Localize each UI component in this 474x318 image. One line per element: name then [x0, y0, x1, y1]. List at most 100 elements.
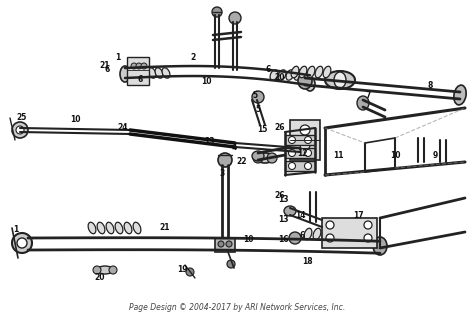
Text: 22: 22 — [237, 157, 247, 167]
Ellipse shape — [373, 237, 387, 255]
Circle shape — [229, 12, 241, 24]
Circle shape — [12, 122, 28, 138]
Text: 12: 12 — [297, 149, 307, 157]
Ellipse shape — [325, 71, 355, 89]
Circle shape — [300, 140, 310, 150]
Ellipse shape — [340, 228, 348, 240]
Circle shape — [300, 125, 310, 135]
Text: 13: 13 — [278, 216, 288, 225]
Ellipse shape — [133, 222, 141, 234]
Circle shape — [12, 233, 32, 253]
Circle shape — [267, 153, 277, 163]
Ellipse shape — [298, 73, 312, 89]
Ellipse shape — [134, 68, 142, 78]
Text: 8: 8 — [428, 80, 433, 89]
Circle shape — [304, 136, 311, 143]
Ellipse shape — [286, 70, 294, 80]
Ellipse shape — [124, 222, 132, 234]
Text: 1: 1 — [13, 225, 18, 234]
Text: 10: 10 — [390, 150, 400, 160]
Ellipse shape — [294, 70, 302, 80]
Text: 6: 6 — [265, 65, 271, 73]
Text: 3: 3 — [219, 169, 225, 177]
Text: 10: 10 — [201, 77, 211, 86]
Ellipse shape — [278, 70, 286, 80]
Circle shape — [136, 63, 142, 69]
Ellipse shape — [454, 85, 466, 105]
Ellipse shape — [115, 222, 123, 234]
Ellipse shape — [313, 228, 321, 240]
Text: 18: 18 — [301, 258, 312, 266]
Circle shape — [326, 234, 334, 242]
Circle shape — [304, 162, 311, 169]
Text: 11: 11 — [333, 150, 343, 160]
Text: 10: 10 — [70, 115, 80, 125]
Ellipse shape — [291, 66, 299, 78]
Circle shape — [16, 126, 24, 134]
Ellipse shape — [322, 228, 330, 240]
Text: 23: 23 — [205, 137, 215, 147]
Ellipse shape — [305, 77, 315, 91]
Circle shape — [253, 153, 263, 163]
Text: 5: 5 — [253, 91, 257, 100]
Ellipse shape — [155, 68, 163, 78]
Text: 4: 4 — [231, 143, 237, 153]
Text: 7: 7 — [365, 92, 371, 100]
Bar — [285, 135, 315, 145]
Circle shape — [218, 241, 224, 247]
Text: 24: 24 — [118, 122, 128, 132]
Ellipse shape — [256, 153, 274, 163]
Circle shape — [131, 63, 137, 69]
Circle shape — [226, 241, 232, 247]
Text: 1: 1 — [115, 53, 120, 63]
Text: 21: 21 — [160, 224, 170, 232]
Circle shape — [289, 232, 301, 244]
Ellipse shape — [88, 222, 96, 234]
Circle shape — [304, 149, 311, 156]
Text: 6: 6 — [137, 74, 143, 84]
Circle shape — [289, 149, 295, 156]
Ellipse shape — [148, 68, 156, 78]
Circle shape — [289, 162, 295, 169]
Text: 25: 25 — [17, 114, 27, 122]
Circle shape — [364, 221, 372, 229]
Text: 26: 26 — [275, 190, 285, 199]
Circle shape — [186, 268, 194, 276]
Text: 20: 20 — [275, 73, 285, 82]
Bar — [215, 238, 235, 252]
Ellipse shape — [357, 96, 369, 110]
Text: 10: 10 — [243, 236, 253, 245]
Ellipse shape — [141, 68, 149, 78]
Ellipse shape — [315, 66, 323, 78]
Ellipse shape — [293, 145, 307, 155]
Ellipse shape — [299, 66, 307, 78]
Text: 21: 21 — [100, 60, 110, 70]
Circle shape — [17, 238, 27, 248]
Text: Page Design © 2004-2017 by ARI Network Services, Inc.: Page Design © 2004-2017 by ARI Network S… — [129, 303, 345, 313]
Ellipse shape — [270, 70, 278, 80]
Text: 6: 6 — [104, 65, 109, 73]
Bar — [127, 57, 149, 85]
Circle shape — [93, 266, 101, 274]
Ellipse shape — [97, 222, 105, 234]
Text: 2: 2 — [191, 53, 196, 63]
Text: 6: 6 — [300, 231, 305, 239]
Ellipse shape — [307, 66, 315, 78]
Circle shape — [252, 91, 264, 103]
Text: 19: 19 — [177, 266, 187, 274]
Text: 17: 17 — [353, 211, 363, 219]
Text: 15: 15 — [257, 126, 267, 135]
Bar — [285, 148, 315, 158]
Circle shape — [364, 234, 372, 242]
Bar — [290, 120, 320, 160]
Ellipse shape — [331, 228, 339, 240]
Text: 13: 13 — [278, 196, 288, 204]
Text: 14: 14 — [295, 211, 305, 219]
Circle shape — [227, 260, 235, 268]
Text: 26: 26 — [275, 123, 285, 133]
Text: 9: 9 — [432, 150, 438, 160]
Ellipse shape — [334, 72, 346, 88]
Circle shape — [141, 63, 147, 69]
Circle shape — [109, 266, 117, 274]
Text: 5: 5 — [255, 106, 261, 114]
